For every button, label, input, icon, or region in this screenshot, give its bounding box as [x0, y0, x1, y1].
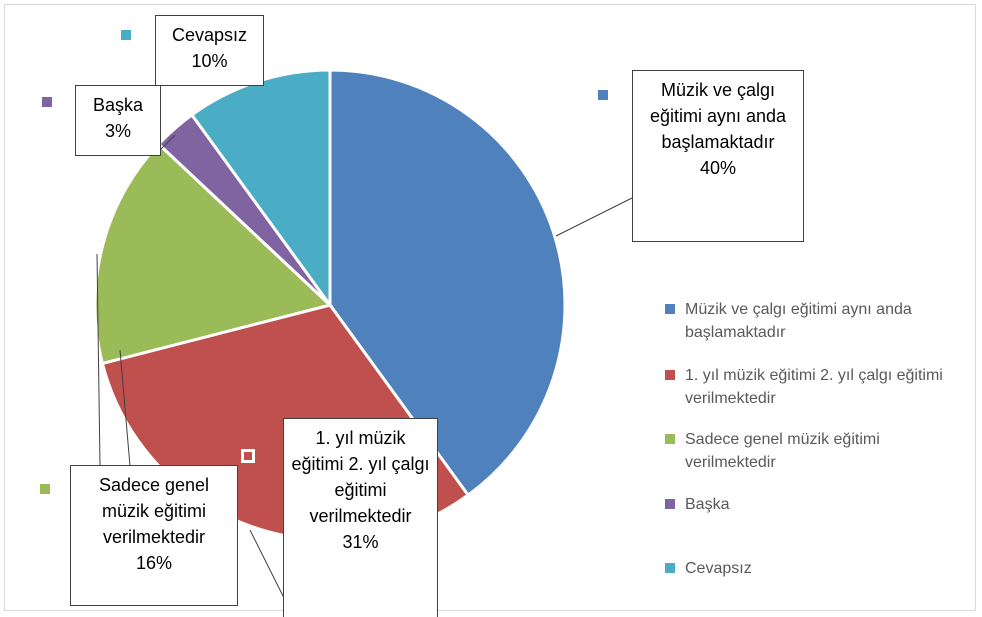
- label-key: [40, 484, 50, 494]
- label-key: [598, 90, 608, 100]
- pie-slice: [328, 68, 567, 498]
- label-key: [121, 30, 131, 40]
- leader-line: [119, 349, 131, 467]
- data-label: Başka 3%: [75, 85, 161, 156]
- legend-item: Sadece genel müzik eğitimi verilmektedir: [665, 428, 950, 474]
- legend-key: [665, 370, 675, 380]
- data-label-value: 16%: [135, 553, 173, 573]
- data-label: 1. yıl müzik eğitimi 2. yıl çalgı eğitim…: [283, 418, 438, 617]
- legend-key: [665, 304, 675, 314]
- data-label-category: Cevapsız: [171, 25, 248, 45]
- data-label-value: 40%: [699, 158, 737, 178]
- leader-line: [159, 134, 176, 151]
- label-key: [239, 447, 257, 465]
- legend-label: Müzik ve çalgı eğitimi aynı anda başlama…: [685, 301, 912, 341]
- data-label-category: Sadece genel müzik eğitimi verilmektedir: [98, 475, 210, 547]
- legend-key: [665, 563, 675, 573]
- data-label: Sadece genel müzik eğitimi verilmektedir…: [70, 465, 238, 606]
- legend-key: [665, 434, 675, 444]
- legend-item: Cevapsız: [665, 557, 950, 580]
- legend-item: Başka: [665, 493, 950, 516]
- legend-label: Sadece genel müzik eğitimi verilmektedir: [685, 431, 880, 471]
- data-label-category: Başka: [92, 95, 144, 115]
- data-label-category: Müzik ve çalgı eğitimi aynı anda başlama…: [649, 80, 787, 152]
- leader-line: [96, 253, 101, 467]
- legend-key: [665, 499, 675, 509]
- legend-item: Müzik ve çalgı eğitimi aynı anda başlama…: [665, 298, 950, 344]
- data-label-value: 3%: [104, 121, 131, 141]
- legend-item: 1. yıl müzik eğitimi 2. yıl çalgı eğitim…: [665, 364, 950, 410]
- data-label: Cevapsız 10%: [155, 15, 264, 86]
- data-label-category: 1. yıl müzik eğitimi 2. yıl çalgı eğitim…: [291, 428, 430, 526]
- leader-line: [249, 529, 286, 601]
- legend-label: 1. yıl müzik eğitimi 2. yıl çalgı eğitim…: [685, 367, 943, 407]
- legend-label: Başka: [685, 496, 730, 513]
- leader-line: [555, 197, 633, 237]
- data-label-value: 31%: [342, 532, 379, 552]
- chart-frame: [4, 4, 976, 611]
- data-label: Müzik ve çalgı eğitimi aynı anda başlama…: [632, 70, 804, 242]
- legend-label: Cevapsız: [685, 560, 752, 577]
- data-label-value: 10%: [191, 51, 228, 71]
- label-key: [42, 97, 52, 107]
